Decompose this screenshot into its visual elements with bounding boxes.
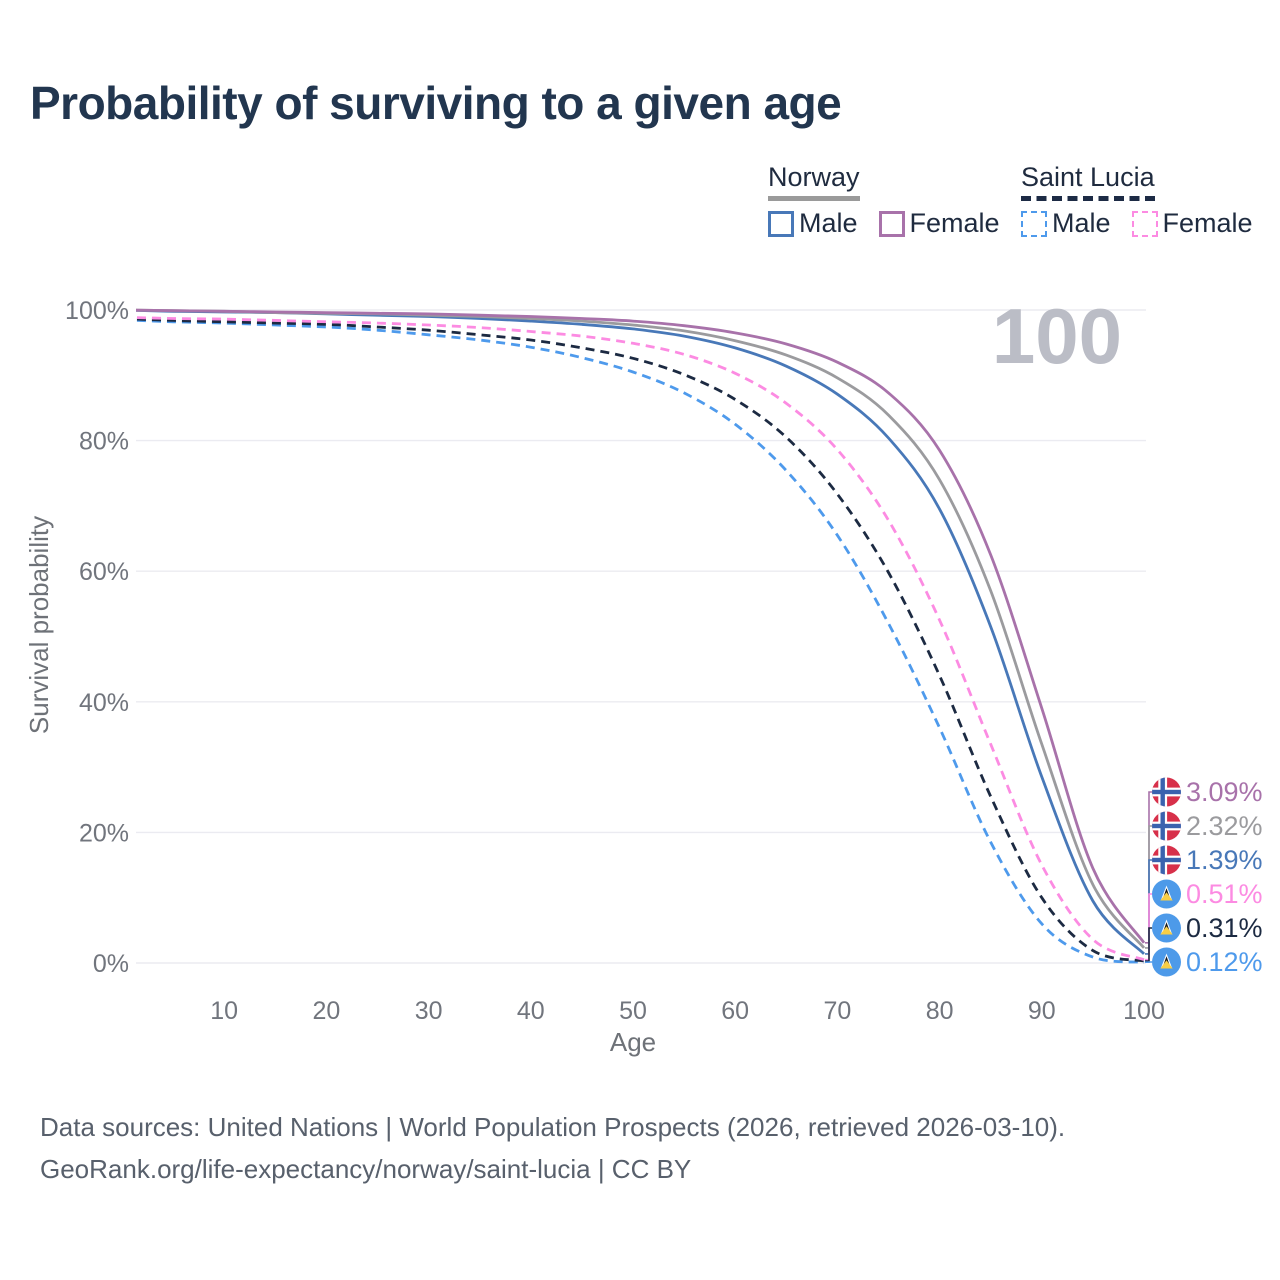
end-label-saint-lucia-male: 0.12% (1186, 947, 1263, 977)
x-tick-20: 20 (312, 997, 340, 1025)
end-connector-saint-lucia-total (1145, 927, 1152, 962)
end-annotations: 3.09% 2.32% 1.39% 0.51% 0.31% 0.12% (1145, 777, 1263, 977)
legend-swatch-norway-female[interactable] (878, 210, 905, 237)
legend-swatch-saint-lucia-female[interactable] (1131, 210, 1158, 237)
end-label-norway-male: 1.39% (1186, 845, 1263, 875)
series-line-saint-lucia-male[interactable] (122, 318, 1145, 964)
series-line-norway-female[interactable] (122, 308, 1146, 944)
series-line-norway-male[interactable] (122, 308, 1146, 955)
series-line-saint-lucia-female[interactable] (122, 316, 1145, 962)
legend-group-norway: Norway Male Female (768, 162, 1021, 239)
legend-label-saint-lucia-female[interactable]: Female (1162, 208, 1253, 238)
series-line-saint-lucia-total[interactable] (122, 317, 1145, 963)
y-tick-60: 60% (79, 558, 129, 586)
x-tick-80: 80 (926, 997, 954, 1025)
x-tick-100: 100 (1123, 997, 1165, 1025)
age-watermark: 100 (992, 292, 1122, 380)
legend-title-norway[interactable]: Norway (768, 162, 860, 201)
x-tick-90: 90 (1028, 997, 1056, 1025)
norway-flag-icon (1152, 777, 1181, 807)
x-tick-30: 30 (415, 997, 443, 1025)
footer-attribution: GeoRank.org/life-expectancy/norway/saint… (40, 1154, 692, 1184)
legend-group-saint-lucia: Saint Lucia Male Female (1021, 162, 1274, 239)
x-axis-title: Age (610, 1027, 656, 1057)
x-tick-10: 10 (210, 997, 238, 1025)
norway-flag-icon (1152, 845, 1181, 875)
x-tick-60: 60 (721, 997, 749, 1025)
end-label-norway-female: 3.09% (1186, 777, 1263, 807)
saint-lucia-flag-icon (1152, 947, 1181, 977)
x-tick-40: 40 (517, 997, 545, 1025)
legend-label-norway-male[interactable]: Male (799, 208, 858, 238)
x-tick-50: 50 (619, 997, 647, 1025)
end-label-saint-lucia-total: 0.31% (1186, 913, 1263, 943)
chart-footer: Data sources: United Nations | World Pop… (40, 1106, 1065, 1190)
legend-title-saint-lucia[interactable]: Saint Lucia (1021, 162, 1155, 201)
legend-swatch-norway-male[interactable] (768, 210, 794, 237)
y-tick-0: 0% (93, 950, 129, 978)
saint-lucia-flag-icon (1152, 913, 1181, 943)
end-connector-saint-lucia-female (1145, 893, 1152, 961)
y-tick-80: 80% (79, 428, 129, 456)
chart-title: Probability of surviving to a given age (30, 77, 842, 129)
x-tick-70: 70 (823, 997, 851, 1025)
gridlines (136, 309, 1146, 964)
y-tick-20: 20% (79, 819, 129, 847)
end-label-norway-total: 2.32% (1186, 811, 1263, 841)
y-tick-40: 40% (79, 689, 129, 717)
end-label-saint-lucia-female: 0.51% (1186, 879, 1263, 909)
y-axis-title: Survival probability (24, 516, 54, 734)
legend-label-saint-lucia-male[interactable]: Male (1052, 208, 1111, 238)
y-tick-100: 100% (65, 297, 129, 325)
legend-label-norway-female[interactable]: Female (909, 208, 1000, 238)
saint-lucia-flag-icon (1152, 879, 1181, 909)
footer-data-sources: Data sources: United Nations | World Pop… (40, 1112, 1066, 1142)
axis-labels: 0% 20% 40% 60% 80% 100% 10 20 30 40 50 60 70 80 90 100 A… (24, 292, 1165, 1057)
norway-flag-icon (1152, 811, 1181, 841)
legend-swatch-saint-lucia-male[interactable] (1021, 210, 1047, 237)
series-lines (122, 308, 1146, 964)
